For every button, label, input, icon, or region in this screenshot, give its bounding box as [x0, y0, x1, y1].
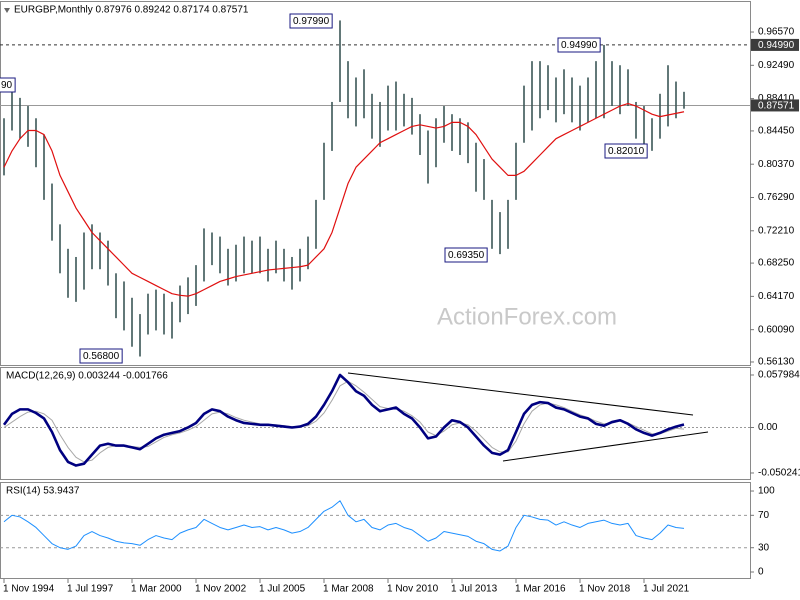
y-tick-label: 0.76290 [758, 192, 795, 203]
plot-layer [0, 20, 750, 552]
y-tick-label: 0.88410 [758, 93, 795, 104]
title-icon [4, 8, 10, 13]
annotation-box [289, 13, 333, 29]
y-tick-label: 0.60090 [758, 324, 795, 335]
annotation-label: 90 [1, 80, 13, 91]
x-tick-label: 1 Jul 1997 [67, 584, 114, 595]
y-tick-label: 0.00 [758, 422, 778, 433]
macd-title: MACD(12,26,9) 0.003244 -0.001766 [6, 371, 168, 382]
y-tick-label: 0.56130 [758, 357, 795, 368]
rsi-title: RSI(14) 53.9437 [6, 486, 80, 497]
y-tick-label: 0.68250 [758, 258, 795, 269]
y-tick-label: -0.050241 [758, 468, 800, 479]
annotation-box [604, 143, 648, 159]
x-tick-label: 1 Nov 2002 [195, 584, 247, 595]
annotation-box [0, 77, 16, 93]
rsi-panel [0, 482, 751, 579]
x-tick-label: 1 Mar 2000 [131, 584, 182, 595]
annotation-box [444, 247, 488, 263]
y-tick-label: 0.72210 [758, 225, 795, 236]
y-tick-label: 0.057984 [758, 370, 800, 381]
price-panel [0, 1, 751, 366]
y-tick-label: 0.64170 [758, 291, 795, 302]
price-box [751, 99, 799, 112]
x-tick-label: 1 Nov 2018 [579, 584, 631, 595]
price-box-label: 0.94990 [758, 40, 795, 51]
y-tick-label: 0.96570 [758, 27, 795, 38]
annotation-label: 0.97990 [293, 16, 330, 27]
y-tick-label: 0.92490 [758, 60, 795, 71]
annotation-label: 0.56800 [83, 351, 120, 362]
annotation-label: 0.69350 [448, 250, 485, 261]
y-tick-label: 0.80370 [758, 159, 795, 170]
price-box [751, 38, 799, 51]
macd-panel [0, 367, 751, 480]
annotation-box [79, 348, 123, 364]
x-tick-label: 1 Mar 2008 [323, 584, 374, 595]
price-box-label: 0.87571 [758, 101, 795, 112]
x-tick-label: 1 Nov 1994 [3, 584, 55, 595]
watermark: ActionForex.com [437, 303, 617, 330]
price-title: EURGBP,Monthly 0.87976 0.89242 0.87174 0… [14, 5, 249, 16]
x-tick-label: 1 Jul 2005 [259, 584, 306, 595]
x-tick-label: 1 Jul 2021 [643, 584, 690, 595]
y-tick-label: 30 [758, 542, 770, 553]
y-tick-label: 70 [758, 510, 770, 521]
y-tick-label: 0 [758, 567, 764, 578]
annotation-label: 0.82010 [608, 146, 645, 157]
y-tick-label: 100 [758, 486, 775, 497]
macd-trendline-upper [347, 372, 694, 416]
y-tick-label: 0.84450 [758, 126, 795, 137]
macd-line [2, 373, 685, 467]
macd-trendline-lower [502, 431, 709, 462]
moving-average [3, 102, 685, 297]
annotation-box [557, 37, 601, 53]
x-tick-label: 1 Nov 2010 [387, 584, 439, 595]
x-tick-label: 1 Mar 2016 [515, 584, 566, 595]
annotation-label: 0.94990 [561, 40, 598, 51]
rsi-line [3, 500, 685, 552]
x-tick-label: 1 Jul 2013 [451, 584, 498, 595]
